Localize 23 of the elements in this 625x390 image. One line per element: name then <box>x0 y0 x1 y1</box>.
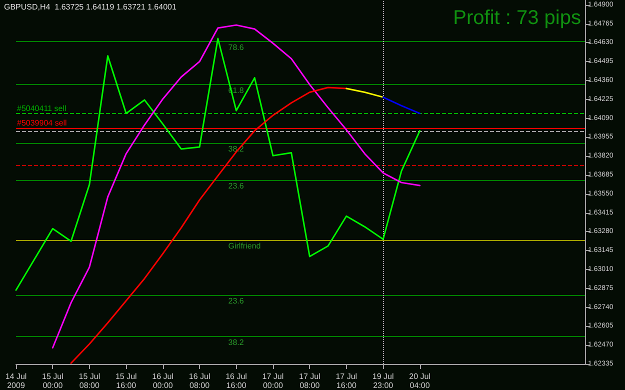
line-series <box>15 38 421 291</box>
x-tick-label: 16 Jul 16:00 <box>226 372 248 390</box>
x-tick-label: 19 Jul 23:00 <box>372 372 394 390</box>
chart-title: GBPUSD,H4 1.63725 1.64119 1.63721 1.64001 <box>4 2 177 12</box>
x-tick-label: 17 Jul 16:00 <box>336 372 358 390</box>
annotation: 38.2 <box>228 338 244 347</box>
ref-line-label: #5039904 sell <box>17 118 68 128</box>
annotation: 23.6 <box>228 296 244 306</box>
x-tick-label: 17 Jul 08:00 <box>299 372 321 390</box>
x-tick-label: 16 Jul 00:00 <box>152 372 174 390</box>
x-tick-label: 15 Jul 00:00 <box>42 372 64 390</box>
annotation: 78.6 <box>228 42 244 52</box>
x-tick-label: 20 Jul 04:00 <box>409 372 431 390</box>
annotation: Girlfriend <box>228 241 261 250</box>
x-tick-label: 15 Jul 16:00 <box>115 372 138 390</box>
x-tick-label: 16 Jul 08:00 <box>188 372 210 390</box>
x-tick-label: 14 Jul 2009 <box>5 372 27 390</box>
x-tick-label: 17 Jul 00:00 <box>262 372 284 390</box>
annotation: Profit : 73 pips <box>453 7 581 29</box>
x-tick-label: 15 Jul 08:00 <box>78 372 100 390</box>
ref-line-label: #5040411 sell <box>17 104 66 113</box>
line-series <box>52 24 421 349</box>
annotation: 23.6 <box>228 181 244 190</box>
